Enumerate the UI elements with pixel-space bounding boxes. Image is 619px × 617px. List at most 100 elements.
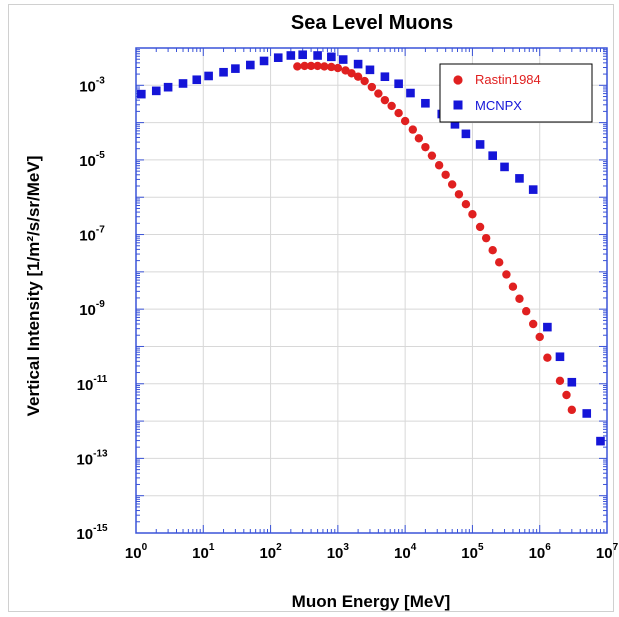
x-tick-label: 102	[259, 542, 282, 562]
data-point-rastin	[461, 200, 471, 209]
data-point-rastin	[387, 101, 396, 111]
data-point-rastin	[313, 61, 322, 71]
x-tick-label: 103	[327, 542, 350, 562]
data-point-rastin	[421, 142, 430, 152]
data-point-mcnpx	[500, 162, 509, 172]
x-tick-label: 101	[192, 542, 215, 562]
data-point-mcnpx	[406, 88, 415, 98]
data-point-rastin	[543, 353, 552, 362]
data-point-rastin	[353, 72, 363, 81]
data-point-rastin	[475, 222, 485, 232]
minor-ticks	[135, 47, 608, 534]
data-point-mcnpx	[515, 174, 524, 183]
data-point-rastin	[567, 405, 577, 415]
data-point-mcnpx	[394, 79, 403, 89]
data-point-rastin	[320, 62, 329, 71]
data-point-rastin	[535, 332, 544, 342]
y-tick-label: 10-7	[79, 225, 105, 245]
data-point-rastin	[434, 161, 444, 170]
data-point-mcnpx	[192, 75, 202, 85]
y-tick-label: 10-13	[76, 448, 108, 468]
data-point-rastin	[300, 61, 309, 71]
y-tick-labels: 10-3 10-5 10-7 10-9 10-11 10-13 10-15	[76, 75, 108, 543]
data-point-mcnpx	[421, 98, 430, 108]
x-axis-label: Muon Energy [MeV]	[292, 592, 451, 611]
data-markers	[137, 50, 605, 446]
data-point-mcnpx	[286, 51, 296, 60]
data-point-rastin	[306, 61, 316, 71]
y-tick-label: 10-3	[79, 75, 105, 95]
data-point-mcnpx	[219, 67, 228, 77]
y-tick-label: 10-9	[79, 299, 105, 319]
data-point-rastin	[327, 62, 336, 72]
data-point-mcnpx	[259, 56, 269, 66]
legend: Rastin1984 MCNPX	[439, 63, 593, 123]
legend-marker-rastin	[453, 75, 463, 85]
data-point-mcnpx	[338, 55, 348, 64]
data-point-rastin	[528, 319, 538, 329]
x-tick-label: 107	[596, 542, 619, 562]
data-point-mcnpx	[178, 79, 188, 88]
data-point-mcnpx	[204, 71, 213, 81]
data-point-rastin	[367, 82, 377, 92]
data-point-mcnpx	[528, 185, 538, 194]
data-point-rastin	[441, 170, 450, 179]
data-point-rastin	[408, 125, 418, 134]
data-point-rastin	[502, 270, 511, 279]
data-point-rastin	[488, 246, 497, 255]
legend-marker-mcnpx	[453, 100, 463, 110]
data-point-rastin	[293, 62, 302, 71]
data-point-rastin	[380, 95, 390, 105]
x-tick-label: 104	[394, 542, 417, 562]
data-point-rastin	[333, 63, 343, 73]
data-point-mcnpx	[327, 52, 336, 62]
x-tick-label: 106	[529, 542, 552, 562]
data-point-rastin	[515, 294, 524, 303]
data-point-mcnpx	[555, 352, 565, 362]
data-point-mcnpx	[582, 409, 592, 418]
data-point-mcnpx	[353, 59, 363, 69]
x-tick-labels: 100 101 102 103 104 105 106 107	[125, 542, 619, 562]
data-point-mcnpx	[298, 50, 307, 60]
legend-box	[439, 63, 593, 123]
legend-label-rastin: Rastin1984	[475, 72, 541, 87]
data-point-rastin	[555, 376, 565, 386]
data-point-mcnpx	[450, 120, 460, 129]
data-point-rastin	[347, 69, 356, 78]
data-point-rastin	[360, 76, 369, 86]
data-point-rastin	[427, 151, 437, 160]
legend-label-mcnpx: MCNPX	[475, 98, 522, 113]
data-point-rastin	[495, 258, 504, 267]
data-point-rastin	[454, 190, 464, 199]
data-point-mcnpx	[543, 322, 552, 332]
data-point-mcnpx	[596, 436, 605, 446]
data-point-mcnpx	[380, 72, 390, 82]
y-axis-label: Vertical Intensity [1/m²/s/sr/MeV]	[24, 156, 43, 417]
data-point-rastin	[374, 89, 383, 98]
data-point-mcnpx	[163, 82, 173, 92]
data-point-mcnpx	[231, 64, 240, 73]
data-point-rastin	[508, 282, 518, 291]
data-point-mcnpx	[461, 129, 471, 139]
y-tick-label: 10-15	[76, 523, 108, 543]
data-point-rastin	[414, 134, 424, 143]
data-point-mcnpx	[488, 151, 497, 160]
data-point-mcnpx	[273, 53, 283, 62]
data-point-mcnpx	[567, 377, 577, 387]
data-point-mcnpx	[246, 60, 255, 70]
data-point-mcnpx	[365, 65, 375, 75]
data-point-rastin	[522, 307, 531, 316]
data-point-mcnpx	[151, 86, 161, 96]
data-point-rastin	[562, 390, 571, 400]
data-point-rastin	[400, 116, 410, 126]
data-point-rastin	[468, 210, 477, 219]
x-tick-label: 105	[461, 542, 484, 562]
y-tick-label: 10-5	[79, 150, 105, 170]
data-point-mcnpx	[475, 140, 485, 149]
data-point-mcnpx	[137, 89, 146, 99]
data-point-rastin	[481, 233, 491, 243]
data-point-rastin	[447, 180, 457, 189]
plot-area-border	[135, 47, 608, 534]
x-tick-label: 100	[125, 542, 148, 562]
